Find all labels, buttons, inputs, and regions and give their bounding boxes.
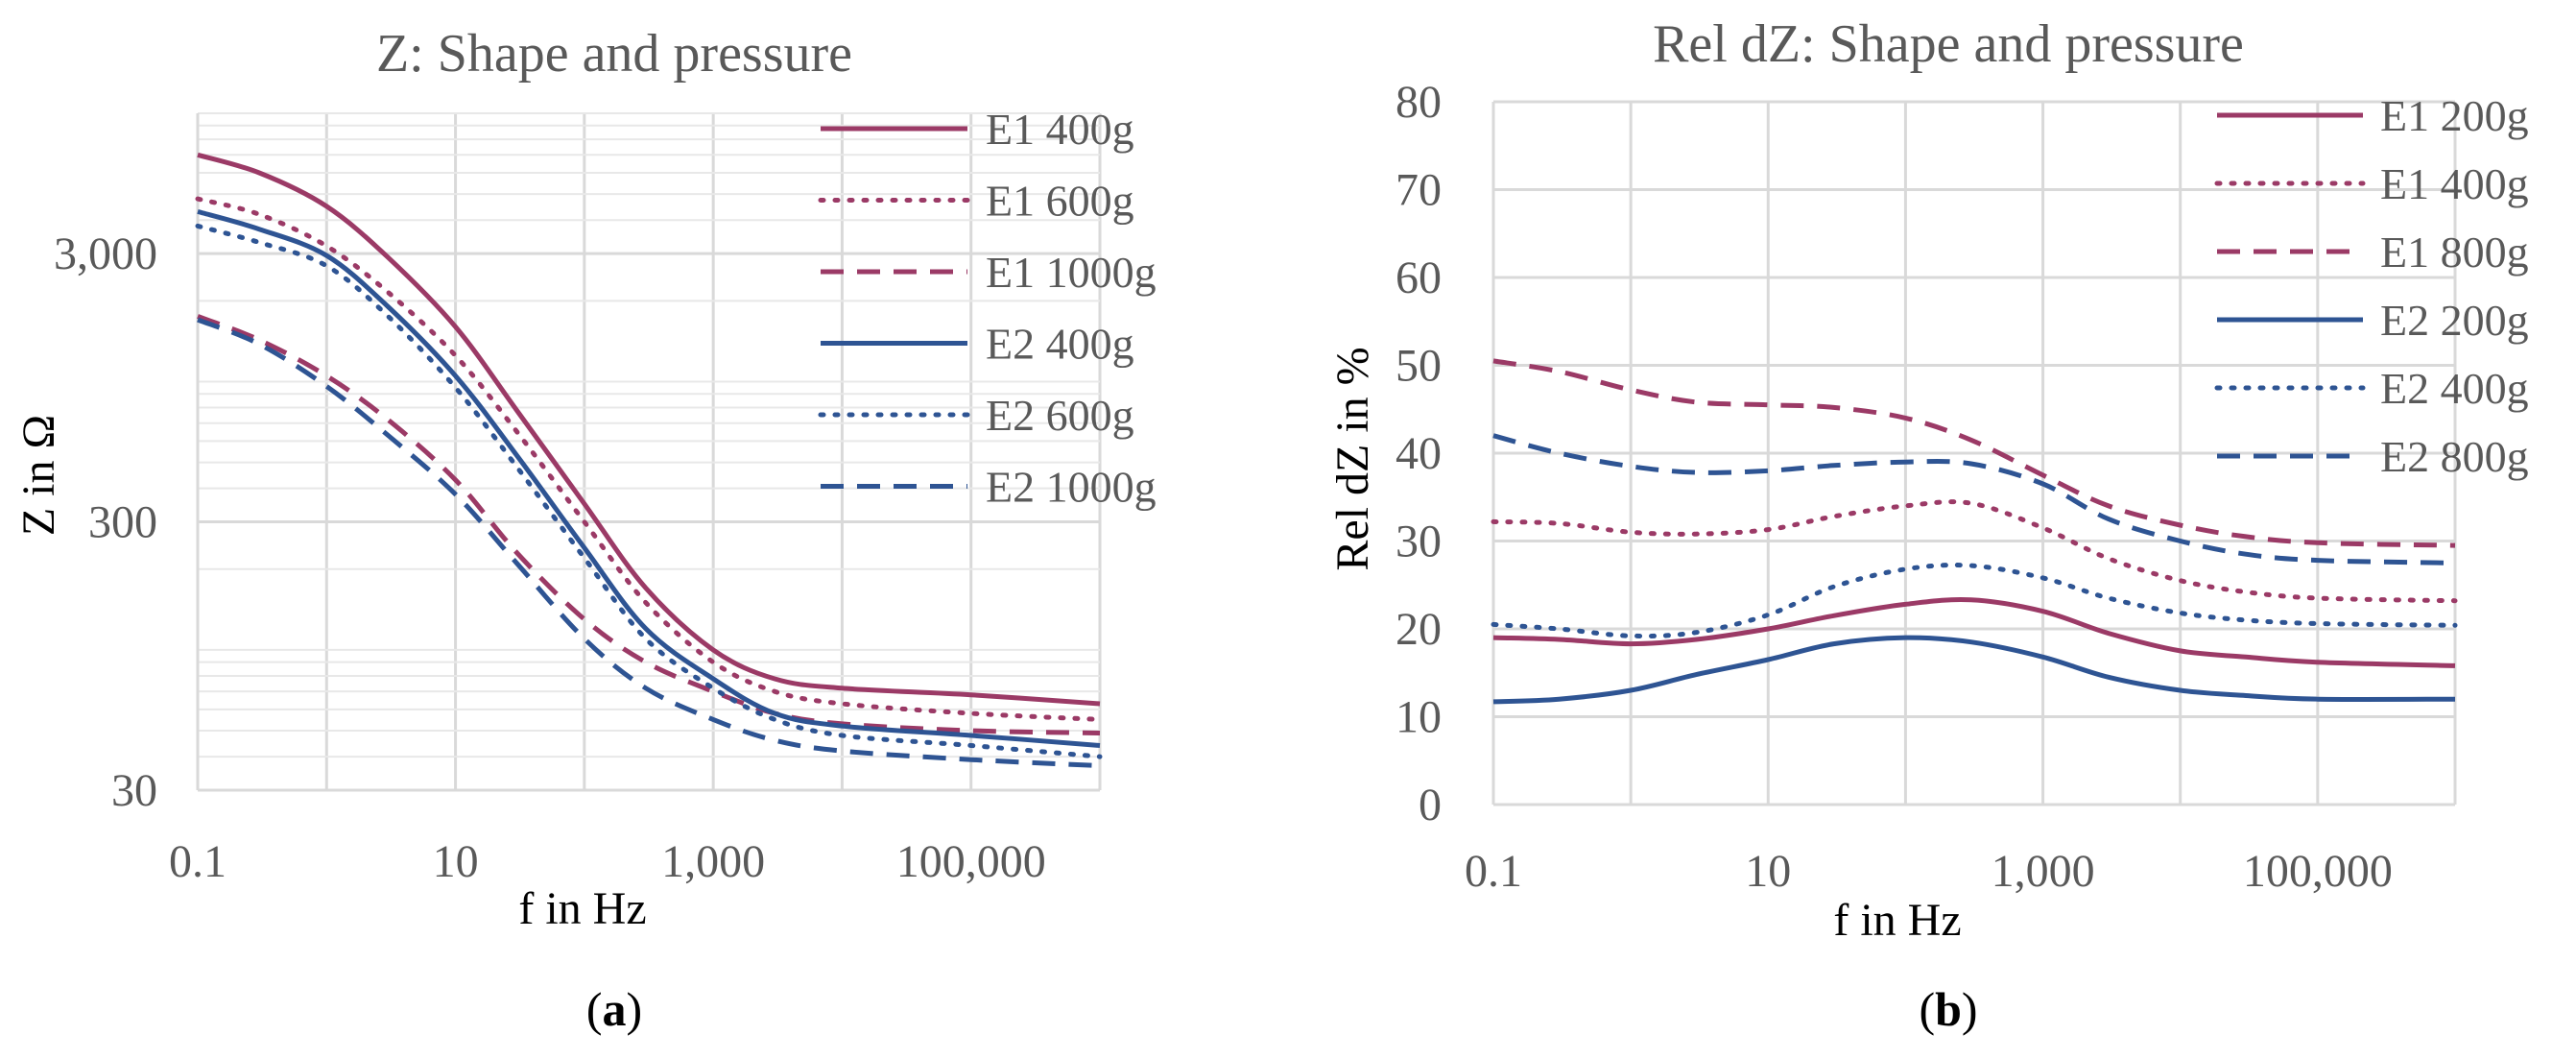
y-tick-label: 30 [1395,517,1442,567]
chart-title-a: Z: Shape and pressure [376,24,852,84]
series-line-e1-600g [195,196,1103,722]
legend-label: E1 600g [986,177,1134,226]
series-line-e1-400g [197,152,1101,707]
legend-label: E2 400g [986,320,1134,369]
y-tick-labels-b: 0 10 20 30 40 50 60 70 80 [1395,77,1442,830]
series-lines-b [1491,358,2458,705]
y-tick-label: 70 [1395,165,1442,216]
legend-label: E2 800g [2380,432,2529,481]
y-tick-labels-a: 30 300 3,000 [54,229,157,816]
x-tick-label: 0.1 [169,836,227,887]
chart-panel-b: Rel dZ: Shape and pressure 0 10 20 30 40 50 60… [1327,14,2529,1036]
x-axis-label-a: f in Hz [518,883,646,934]
x-axis-label-b: f in Hz [1833,895,1961,946]
x-tick-label: 10 [433,836,479,887]
chart-title-b: Rel dZ: Shape and pressure [1653,14,2244,74]
series-line-e2-1000g [197,317,1101,768]
panel-label-a: (a) [586,982,642,1036]
legend-a: E1 400g E1 600g E1 1000g E2 400g E2 600g E2 1… [818,105,1157,512]
gridlines-b [1491,100,2457,806]
legend-label: E2 400g [2380,364,2529,413]
series-line-e1-800g [1492,358,2456,548]
legend-label: E1 1000g [986,248,1157,297]
legend-label: E1 200g [2380,91,2529,140]
series-line-e2-800g [1492,433,2456,566]
x-tick-label: 1,000 [1992,846,2095,897]
y-tick-label: 10 [1395,692,1442,743]
x-tick-label: 1,000 [661,836,765,887]
legend-label: E1 400g [2380,159,2529,208]
y-tick-label: 60 [1395,253,1442,303]
y-tick-label: 40 [1395,428,1442,479]
y-tick-label: 50 [1395,341,1442,392]
x-tick-labels-b: 0.1 10 1,000 100,000 [1465,846,2393,897]
y-axis-label-b: Rel dZ in % [1327,347,1378,570]
legend-label: E2 1000g [986,463,1157,512]
series-line-e2-200g [1492,635,2456,705]
y-tick-label: 80 [1395,77,1442,128]
series-line-e1-1000g [197,314,1101,735]
y-tick-label: 20 [1395,604,1442,655]
y-tick-label: 300 [88,497,157,548]
series-lines-a [195,152,1103,768]
y-tick-label: 0 [1419,780,1442,830]
x-tick-label: 100,000 [2243,846,2393,897]
legend-label: E2 200g [2380,296,2529,345]
panel-label-b: (b) [1919,982,1977,1036]
series-line-e2-400g [197,208,1101,748]
x-tick-label: 100,000 [896,836,1046,887]
legend-label: E1 400g [986,105,1134,154]
legend-label: E2 600g [986,391,1134,440]
series-line-e2-600g [195,223,1103,759]
series-line-e2-400g [1491,563,2458,639]
series-line-e1-200g [1492,597,2456,668]
chart-panel-a: Z: Shape and pressure 30 300 3,000 0.1 10 1,… [13,24,1157,1036]
x-tick-label: 10 [1745,846,1791,897]
y-axis-label-a: Z in Ω [13,415,64,536]
y-tick-label: 3,000 [54,229,157,279]
x-tick-label: 0.1 [1465,846,1522,897]
series-line-e1-400g [1491,499,2458,604]
x-tick-labels-a: 0.1 10 1,000 100,000 [169,836,1046,887]
y-tick-label: 30 [111,765,157,816]
legend-b: E1 200g E1 400g E1 800g E2 200g E2 400g E2 80… [2214,91,2529,481]
legend-label: E1 800g [2380,228,2529,277]
